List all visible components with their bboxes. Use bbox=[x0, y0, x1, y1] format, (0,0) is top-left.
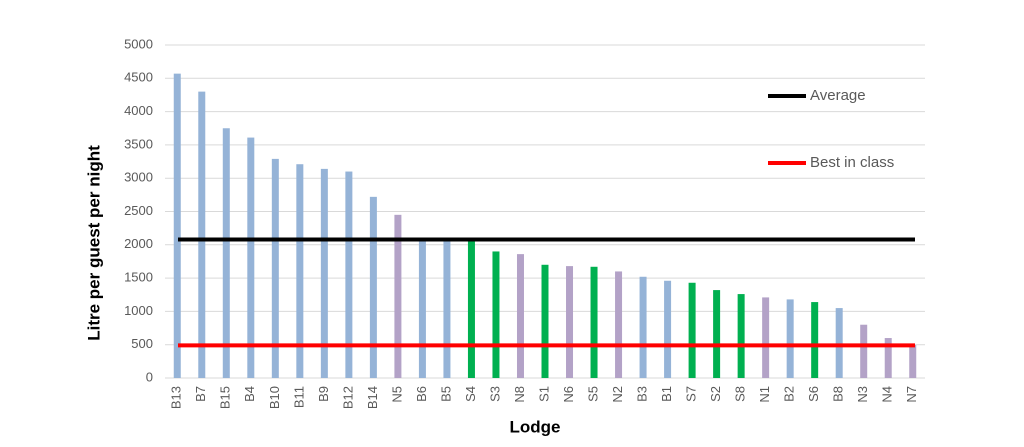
y-tick-label: 2500 bbox=[124, 203, 153, 218]
x-tick-label: N5 bbox=[389, 386, 404, 403]
bar bbox=[835, 308, 843, 378]
bar bbox=[639, 276, 647, 378]
y-tick-label: 3500 bbox=[124, 136, 153, 151]
bar bbox=[566, 266, 574, 378]
bar bbox=[222, 128, 230, 378]
y-tick-label: 1500 bbox=[124, 270, 153, 285]
y-tick-label: 5000 bbox=[124, 36, 153, 51]
x-tick-label: B3 bbox=[635, 386, 650, 402]
x-tick-label: S6 bbox=[806, 386, 821, 402]
x-tick-label: N6 bbox=[561, 386, 576, 403]
bar bbox=[492, 251, 500, 378]
x-tick-label: B4 bbox=[242, 386, 257, 402]
x-tick-label: N4 bbox=[880, 386, 895, 403]
bar bbox=[664, 280, 672, 378]
x-tick-label: B15 bbox=[218, 386, 233, 409]
bar bbox=[688, 282, 696, 378]
x-tick-label: B9 bbox=[316, 386, 331, 402]
bar bbox=[296, 164, 304, 378]
bar bbox=[909, 345, 917, 378]
y-tick-label: 4000 bbox=[124, 103, 153, 118]
x-tick-label: B13 bbox=[169, 386, 184, 409]
bar bbox=[443, 239, 451, 378]
x-tick-label: B5 bbox=[438, 386, 453, 402]
x-tick-label: N8 bbox=[512, 386, 527, 403]
x-tick-label: S2 bbox=[708, 386, 723, 402]
bar bbox=[345, 171, 353, 378]
bar bbox=[762, 297, 770, 378]
x-tick-label: B7 bbox=[193, 386, 208, 402]
bar bbox=[541, 264, 549, 378]
x-tick-label: S8 bbox=[733, 386, 748, 402]
x-tick-label: S7 bbox=[684, 386, 699, 402]
x-tick-label: B12 bbox=[340, 386, 355, 409]
bar bbox=[713, 290, 721, 378]
bar bbox=[516, 254, 524, 378]
x-tick-label: N1 bbox=[757, 386, 772, 403]
legend-label: Average bbox=[810, 87, 866, 104]
y-tick-label: 1000 bbox=[124, 303, 153, 318]
y-tick-label: 0 bbox=[146, 369, 153, 384]
bar bbox=[271, 158, 279, 378]
bar bbox=[590, 266, 598, 378]
x-tick-label: S5 bbox=[585, 386, 600, 402]
x-tick-label: N3 bbox=[855, 386, 870, 403]
y-tick-label: 4500 bbox=[124, 70, 153, 85]
x-tick-label: B8 bbox=[831, 386, 846, 402]
bar bbox=[811, 302, 819, 378]
bar bbox=[173, 73, 181, 378]
x-tick-label: B11 bbox=[291, 386, 306, 408]
bar bbox=[860, 324, 868, 378]
x-tick-label: B10 bbox=[267, 386, 282, 409]
x-tick-label: S3 bbox=[487, 386, 502, 402]
bar bbox=[198, 91, 206, 379]
x-axis-label: Lodge bbox=[510, 417, 561, 436]
bar bbox=[467, 240, 475, 378]
x-tick-label: B14 bbox=[365, 386, 380, 409]
bar bbox=[247, 137, 255, 378]
x-tick-label: B2 bbox=[782, 386, 797, 402]
bar bbox=[394, 214, 402, 378]
x-tick-label: B1 bbox=[659, 386, 674, 402]
legend-label: Best in class bbox=[810, 154, 894, 171]
x-tick-label: B6 bbox=[414, 386, 429, 402]
x-tick-label: S4 bbox=[463, 386, 478, 402]
y-tick-label: 2000 bbox=[124, 236, 153, 251]
bar bbox=[615, 271, 623, 378]
bar bbox=[786, 299, 794, 378]
x-tick-label: N7 bbox=[904, 386, 919, 403]
bar bbox=[369, 196, 377, 378]
x-tick-label: S1 bbox=[536, 386, 551, 402]
y-tick-label: 500 bbox=[131, 336, 153, 351]
y-axis-label: Litre per guest per night bbox=[84, 145, 103, 341]
x-tick-label: N2 bbox=[610, 386, 625, 403]
bar bbox=[418, 238, 426, 378]
y-tick-label: 3000 bbox=[124, 170, 153, 185]
bar bbox=[737, 294, 745, 378]
bar bbox=[884, 338, 892, 378]
bar bbox=[320, 168, 328, 378]
